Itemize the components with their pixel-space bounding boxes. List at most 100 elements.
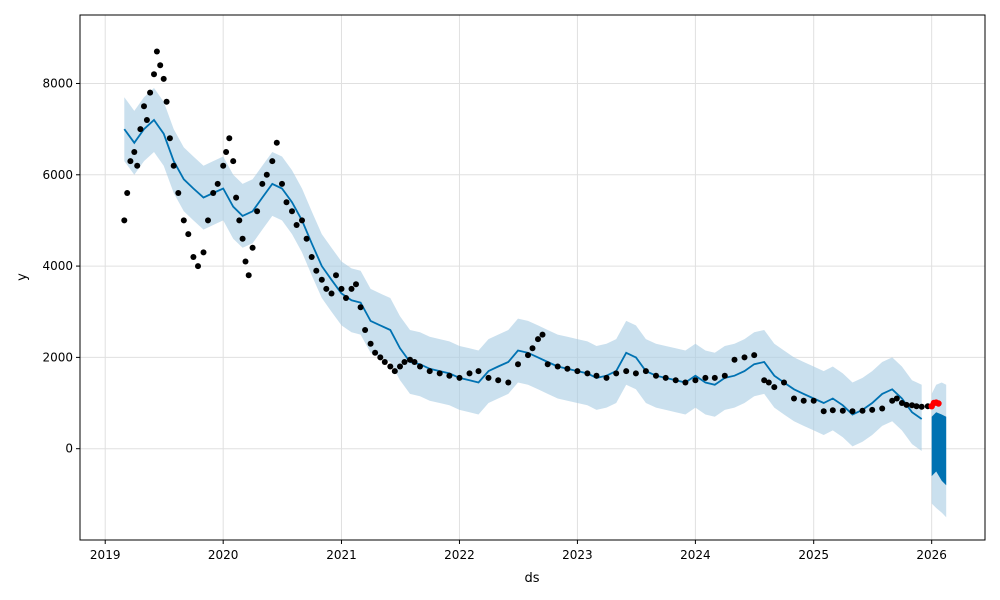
- observed-point: [525, 352, 531, 359]
- observed-point: [391, 368, 398, 375]
- observed-point: [134, 162, 141, 169]
- recent-points: [928, 399, 942, 410]
- observed-point: [223, 149, 230, 155]
- observed-point: [200, 249, 207, 256]
- observed-point: [263, 171, 270, 178]
- observed-point: [407, 356, 413, 363]
- observed-point: [153, 48, 160, 55]
- forecast-line: [123, 118, 923, 420]
- x-tick-label: 2023: [562, 548, 593, 562]
- observed-point: [593, 372, 600, 379]
- observed-point: [166, 135, 173, 142]
- observed-point: [909, 402, 915, 409]
- observed-point: [584, 370, 591, 377]
- observed-point: [328, 290, 335, 297]
- observed-point: [367, 340, 374, 347]
- uncertainty-area: [124, 88, 922, 451]
- observed-point: [879, 405, 886, 412]
- observed-point: [279, 180, 285, 187]
- observed-point: [446, 372, 453, 379]
- observed-point: [299, 217, 305, 224]
- observed-point: [372, 349, 379, 356]
- y-tick-label: 6000: [42, 168, 73, 182]
- observed-point: [839, 407, 846, 414]
- observed-point: [249, 244, 256, 251]
- x-tick-label: 2025: [798, 548, 829, 562]
- observed-point: [239, 235, 246, 242]
- observed-point: [283, 199, 290, 206]
- observed-point: [160, 75, 167, 82]
- observed-point: [913, 403, 920, 410]
- x-tick-label: 2019: [90, 548, 121, 562]
- observed-point: [800, 397, 807, 404]
- y-tick-label: 0: [65, 442, 73, 456]
- observed-point: [535, 336, 541, 343]
- observed-point: [170, 162, 177, 169]
- observed-point: [121, 217, 128, 224]
- x-tick-label: 2020: [208, 548, 239, 562]
- observed-point: [436, 370, 443, 377]
- observed-point: [741, 354, 748, 361]
- observed-point: [226, 135, 233, 142]
- observed-point: [632, 370, 639, 377]
- recent-point: [935, 400, 942, 407]
- observed-point: [765, 379, 772, 386]
- observed-point: [195, 263, 201, 270]
- y-tick-label: 4000: [42, 259, 73, 273]
- observed-point: [353, 281, 359, 288]
- observed-point: [702, 374, 709, 381]
- observed-point: [623, 368, 630, 375]
- forecast-tail: [931, 382, 947, 518]
- x-axis-label: ds: [524, 571, 539, 586]
- observed-point: [574, 368, 581, 375]
- observed-point: [175, 190, 182, 196]
- observed-point: [515, 361, 521, 368]
- observed-point: [236, 217, 243, 224]
- observed-point: [820, 408, 827, 415]
- observed-point: [889, 397, 896, 404]
- observed-point: [898, 400, 905, 406]
- observed-point: [869, 406, 876, 413]
- observed-point: [348, 285, 355, 292]
- observed-point: [426, 368, 433, 375]
- observed-point: [333, 272, 339, 279]
- observed-point: [692, 377, 699, 384]
- observed-point: [417, 363, 423, 370]
- tail-forecast: [931, 412, 947, 486]
- observed-point: [318, 276, 325, 283]
- observed-point: [147, 89, 154, 96]
- observed-point: [163, 98, 170, 105]
- observed-point: [495, 377, 502, 384]
- observed-point: [810, 397, 817, 404]
- observed-point: [323, 285, 330, 292]
- observed-point: [273, 139, 280, 146]
- uncertainty-band: [124, 88, 922, 451]
- observed-point: [711, 374, 718, 381]
- observed-point: [781, 379, 787, 386]
- observed-point: [411, 359, 418, 365]
- observed-point: [303, 235, 310, 242]
- observed-point: [141, 103, 147, 110]
- observed-point: [377, 354, 384, 361]
- observed-point: [731, 356, 738, 363]
- observed-point: [539, 331, 546, 338]
- observed-point: [343, 295, 349, 301]
- observed-point: [903, 401, 910, 408]
- observed-point: [893, 395, 900, 402]
- x-tick-label: 2022: [444, 548, 475, 562]
- observed-point: [751, 352, 758, 359]
- observed-point: [613, 370, 620, 377]
- observed-point: [338, 285, 345, 292]
- observed-point: [859, 407, 866, 414]
- observed-point: [918, 403, 925, 410]
- y-tick-label: 2000: [42, 350, 73, 364]
- observed-point: [289, 208, 295, 215]
- observed-point: [564, 365, 571, 372]
- x-axis: 2019 2020 2021 2022 2023 2024 2025 2026: [90, 540, 947, 562]
- forecast-path: [123, 118, 923, 420]
- observed-point: [180, 217, 187, 224]
- observed-point: [205, 217, 211, 224]
- observed-point: [185, 231, 192, 238]
- observed-point: [269, 158, 276, 165]
- y-tick-label: 8000: [42, 76, 73, 90]
